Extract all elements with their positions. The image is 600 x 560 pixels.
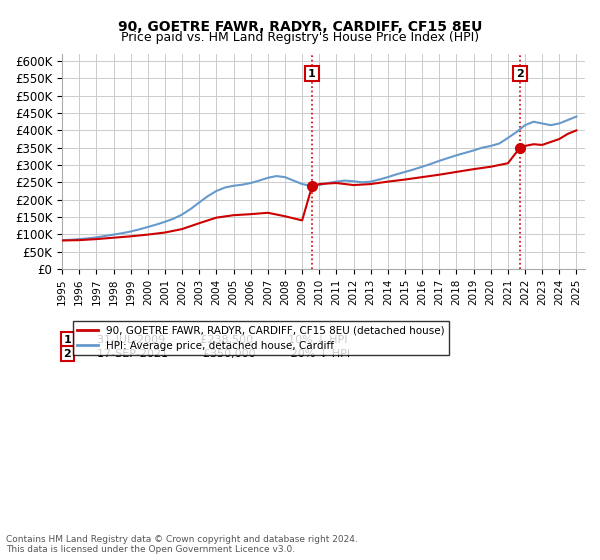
Text: Contains HM Land Registry data © Crown copyright and database right 2024.
This d: Contains HM Land Registry data © Crown c… — [6, 535, 358, 554]
Text: 1: 1 — [64, 335, 71, 345]
Legend: 90, GOETRE FAWR, RADYR, CARDIFF, CF15 8EU (detached house), HPI: Average price, : 90, GOETRE FAWR, RADYR, CARDIFF, CF15 8E… — [73, 321, 449, 355]
Text: 17-SEP-2021          £350,000          20% ↓ HPI: 17-SEP-2021 £350,000 20% ↓ HPI — [83, 349, 350, 358]
Text: 90, GOETRE FAWR, RADYR, CARDIFF, CF15 8EU: 90, GOETRE FAWR, RADYR, CARDIFF, CF15 8E… — [118, 20, 482, 34]
Text: 1: 1 — [308, 68, 316, 78]
Text: 31-JUL-2009          £238,500          10% ↓ HPI: 31-JUL-2009 £238,500 10% ↓ HPI — [83, 335, 347, 345]
Text: 2: 2 — [516, 68, 524, 78]
Text: Price paid vs. HM Land Registry's House Price Index (HPI): Price paid vs. HM Land Registry's House … — [121, 31, 479, 44]
Text: 2: 2 — [64, 349, 71, 358]
